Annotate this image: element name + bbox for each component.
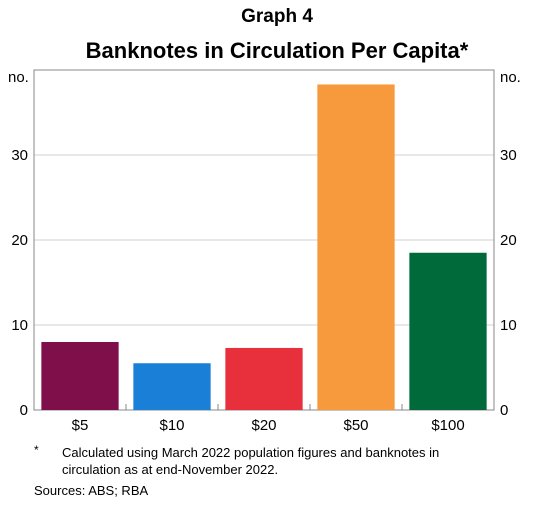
y-tick-label-left: 10 (11, 317, 28, 334)
footnote-text: Calculated using March 2022 population f… (62, 445, 440, 477)
x-tick-label: $10 (159, 417, 184, 434)
y-tick-label-left: 20 (11, 232, 28, 249)
sources: Sources: ABS; RBA (34, 483, 149, 498)
footnote-marker: * (34, 443, 39, 457)
axis-ticks: 0 0 10 10 20 20 30 30 $5 $10 $20 $50 $100 (11, 147, 516, 434)
bar (133, 363, 211, 410)
y-tick-label-right: 30 (500, 147, 517, 164)
y-tick-label-left: 0 (20, 402, 28, 419)
y-tick-label-right: 20 (500, 232, 517, 249)
x-tick-label: $5 (72, 417, 89, 434)
chart-title: Banknotes in Circulation Per Capita* (85, 38, 469, 63)
bars (41, 84, 487, 410)
bar (225, 347, 303, 410)
bar-chart: 0 0 10 10 20 20 30 30 $5 $10 $20 $50 $100 no. no. (8, 69, 521, 434)
y-tick-label-left: 30 (11, 147, 28, 164)
bar (317, 84, 395, 410)
graph-label: Graph 4 (241, 6, 313, 27)
x-tick-label: $20 (251, 417, 276, 434)
y-tick-label-right: 0 (500, 402, 508, 419)
bar (409, 252, 487, 410)
bar (41, 342, 119, 410)
x-tick-label: $50 (343, 417, 368, 434)
y-unit-left: no. (8, 69, 29, 86)
x-tick-label: $100 (431, 417, 464, 434)
y-tick-label-right: 10 (500, 317, 517, 334)
y-unit-right: no. (500, 69, 521, 86)
